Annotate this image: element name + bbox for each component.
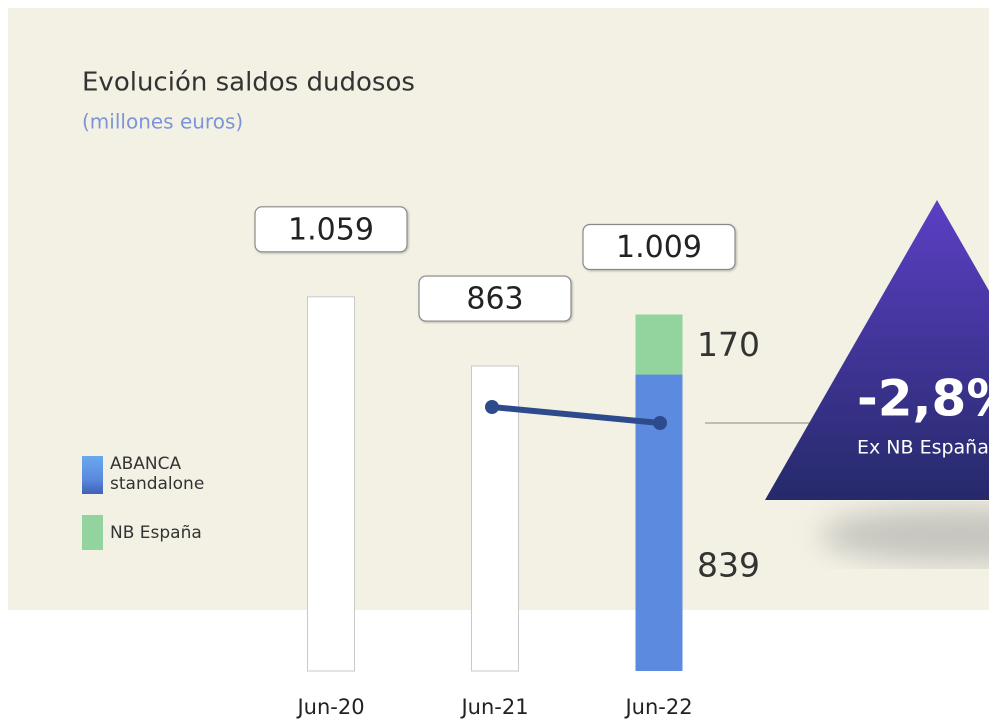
annotation-triangle [765,200,989,500]
value-label: 863 [466,282,523,317]
legend-label: ABANCA standalone [110,454,205,494]
bar [307,296,355,672]
legend-label: NB España [110,523,202,543]
segment-label: 170 [697,325,760,364]
value-box [418,275,572,322]
annotation-label: Ex NB España [857,437,989,459]
x-tick-label: Jun-20 [295,695,364,719]
bar [471,365,519,672]
connector-dot [485,400,499,414]
bar-segment [635,314,683,375]
value-label: 1.009 [616,230,702,265]
value-box [582,223,736,271]
chart-subtitle: (millones euros) [82,110,243,134]
legend-swatch [82,456,103,494]
connector-dot [653,416,667,430]
value-label: 1.059 [288,212,374,247]
annotation-value: -2,8% [857,370,989,428]
x-tick-label: Jun-21 [459,695,528,719]
segment-label: 839 [697,546,760,585]
triangle-shadow [820,507,989,563]
x-tick-label: Jun-22 [623,695,692,719]
legend-swatch [82,515,103,550]
connector-line [489,404,663,426]
chart-title: Evolución saldos dudosos [82,68,415,98]
value-box [254,206,408,253]
